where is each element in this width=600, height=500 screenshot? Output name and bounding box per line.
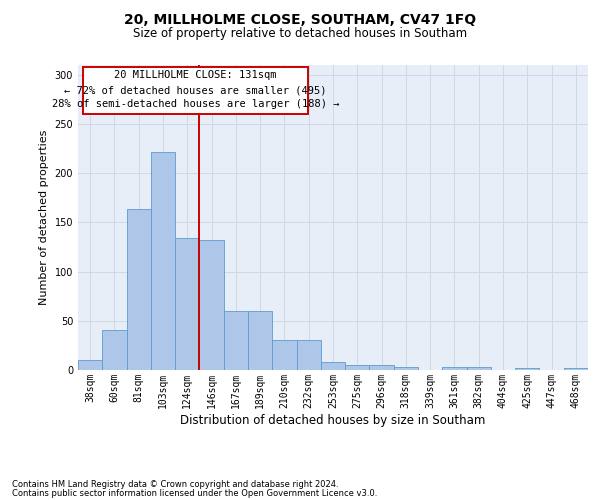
Bar (151, 152, 175, 370)
Bar (127, 208, 151, 370)
Text: Contains public sector information licensed under the Open Government Licence v3: Contains public sector information licen… (12, 489, 377, 498)
Bar (515, 368, 539, 370)
Text: ← 72% of detached houses are smaller (495): ← 72% of detached houses are smaller (49… (64, 86, 326, 96)
Text: 20 MILLHOLME CLOSE: 131sqm: 20 MILLHOLME CLOSE: 131sqm (114, 70, 277, 80)
Bar (248, 311, 272, 370)
Text: Contains HM Land Registry data © Crown copyright and database right 2024.: Contains HM Land Registry data © Crown c… (12, 480, 338, 489)
Bar (564, 368, 588, 370)
Bar (78, 360, 102, 370)
Bar (102, 330, 127, 370)
Bar (394, 367, 418, 370)
Bar (345, 365, 370, 370)
FancyBboxPatch shape (83, 66, 308, 114)
Text: Size of property relative to detached houses in Southam: Size of property relative to detached ho… (133, 28, 467, 40)
Bar (370, 365, 394, 370)
Text: 20, MILLHOLME CLOSE, SOUTHAM, CV47 1FQ: 20, MILLHOLME CLOSE, SOUTHAM, CV47 1FQ (124, 12, 476, 26)
Bar (224, 311, 248, 370)
Y-axis label: Number of detached properties: Number of detached properties (39, 130, 49, 305)
Bar (199, 240, 224, 370)
Bar (175, 238, 199, 370)
Text: 28% of semi-detached houses are larger (188) →: 28% of semi-detached houses are larger (… (52, 100, 339, 110)
Bar (321, 362, 345, 370)
Bar (442, 367, 467, 370)
Bar (467, 367, 491, 370)
X-axis label: Distribution of detached houses by size in Southam: Distribution of detached houses by size … (181, 414, 485, 426)
Bar (296, 340, 321, 370)
Bar (272, 340, 296, 370)
